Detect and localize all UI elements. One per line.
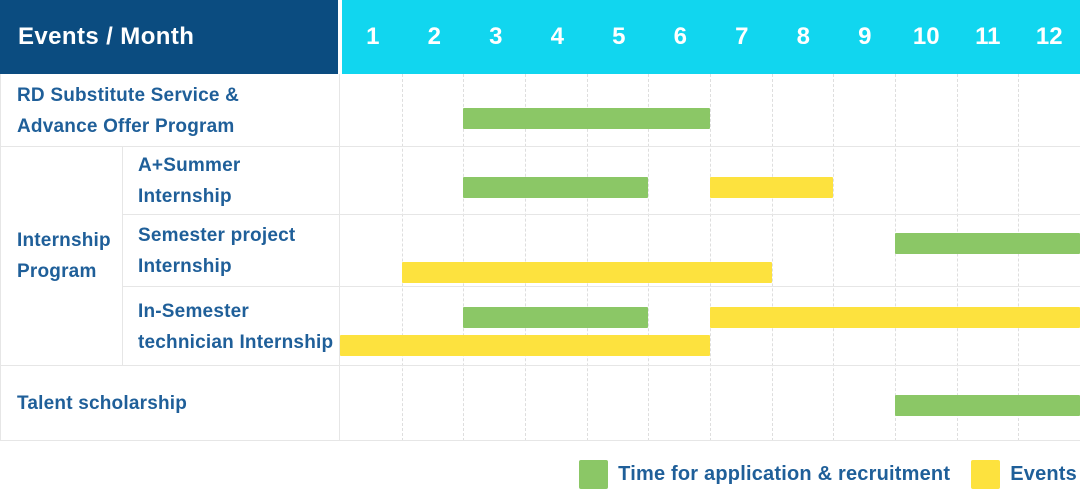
month-gridline xyxy=(463,74,465,441)
month-header-cell: 11 xyxy=(975,23,1001,50)
bar-event-in-semester-technician-internship xyxy=(340,335,710,356)
row-rd-substitute-service xyxy=(0,74,1080,147)
month-header-cell: 7 xyxy=(735,23,749,50)
legend-item-event: Events xyxy=(971,459,1077,489)
row-group-label-internship-program: Internship Program xyxy=(0,147,123,366)
month-header-cell: 5 xyxy=(612,23,626,50)
month-gridline xyxy=(895,74,896,441)
legend-label: Time for application & recruitment xyxy=(618,462,951,485)
row-label-line: technician Internship xyxy=(138,331,334,353)
table-header-title: Events / Month xyxy=(18,23,195,50)
row-talent-scholarship xyxy=(0,366,1080,441)
month-header-cell: 3 xyxy=(489,23,503,50)
month-header-row: 1 2 3 4 5 6 7 8 9 10 11 12 xyxy=(342,0,1080,74)
month-header-cell: 8 xyxy=(796,23,810,50)
legend-item-application: Time for application & recruitment xyxy=(579,459,951,489)
month-gridline xyxy=(956,74,958,441)
row-label-line: A+Summer xyxy=(138,155,241,176)
month-gridline xyxy=(648,74,650,441)
row-label-rd-substitute-service: RD Substitute Service & Advance Offer Pro… xyxy=(0,74,340,147)
row-label-in-semester-technician-internship: In-Semester technician Internship xyxy=(123,287,340,366)
row-label-line: In-Semester xyxy=(138,300,249,322)
chart-legend: Time for application & recruitment Events xyxy=(579,458,1077,490)
month-gridline xyxy=(586,74,588,441)
bar-application-a-plus-summer-internship xyxy=(463,177,649,198)
month-gridline xyxy=(710,74,711,441)
row-semester-project-internship xyxy=(123,215,1080,287)
month-header-cell: 12 xyxy=(1035,23,1063,50)
month-gridline xyxy=(771,74,773,441)
bar-application-in-semester-technician-internship xyxy=(463,307,649,328)
month-header-cell: 6 xyxy=(673,23,687,50)
legend-label: Events xyxy=(1010,462,1077,485)
bar-event-in-semester-technician-internship xyxy=(710,307,1080,328)
month-header-cell: 1 xyxy=(366,23,380,50)
row-label-line: Semester project xyxy=(138,225,296,246)
row-label-line: Advance Offer Program xyxy=(17,115,235,137)
group-label-line: Internship xyxy=(17,230,111,251)
bar-event-a-plus-summer-internship xyxy=(710,177,834,198)
month-gridline xyxy=(1018,74,1020,441)
row-label-talent-scholarship: Talent scholarship xyxy=(0,366,340,441)
bar-application-talent-scholarship xyxy=(895,395,1080,416)
row-label-line: Talent scholarship xyxy=(17,393,188,414)
month-header-cell: 10 xyxy=(912,23,940,50)
row-label-line: RD Substitute Service & xyxy=(17,84,240,106)
row-label-line: Internship xyxy=(138,186,232,207)
group-label-line: Program xyxy=(17,261,97,282)
row-label-line: Internship xyxy=(138,256,232,277)
table-header-cell: Events / Month xyxy=(0,0,338,74)
month-gridline xyxy=(525,74,526,441)
row-in-semester-technician-internship xyxy=(123,287,1080,366)
row-a-plus-summer-internship xyxy=(123,147,1080,215)
month-gridline xyxy=(833,74,835,441)
month-gridline xyxy=(401,74,403,441)
bar-application-rd-substitute-service xyxy=(463,108,710,129)
legend-swatch-application xyxy=(579,459,609,489)
bar-application-semester-project-internship xyxy=(895,233,1080,254)
month-header-cell: 4 xyxy=(550,23,564,50)
month-header-cell: 9 xyxy=(858,23,872,50)
table-left-border xyxy=(0,74,1,441)
month-header-cell: 2 xyxy=(427,23,441,50)
legend-swatch-event xyxy=(971,459,1001,489)
row-label-semester-project-internship: Semester project Internship xyxy=(123,215,340,287)
label-chart-divider-line xyxy=(339,74,340,441)
bar-event-semester-project-internship xyxy=(401,262,772,283)
row-label-a-plus-summer-internship: A+Summer Internship xyxy=(123,147,340,215)
